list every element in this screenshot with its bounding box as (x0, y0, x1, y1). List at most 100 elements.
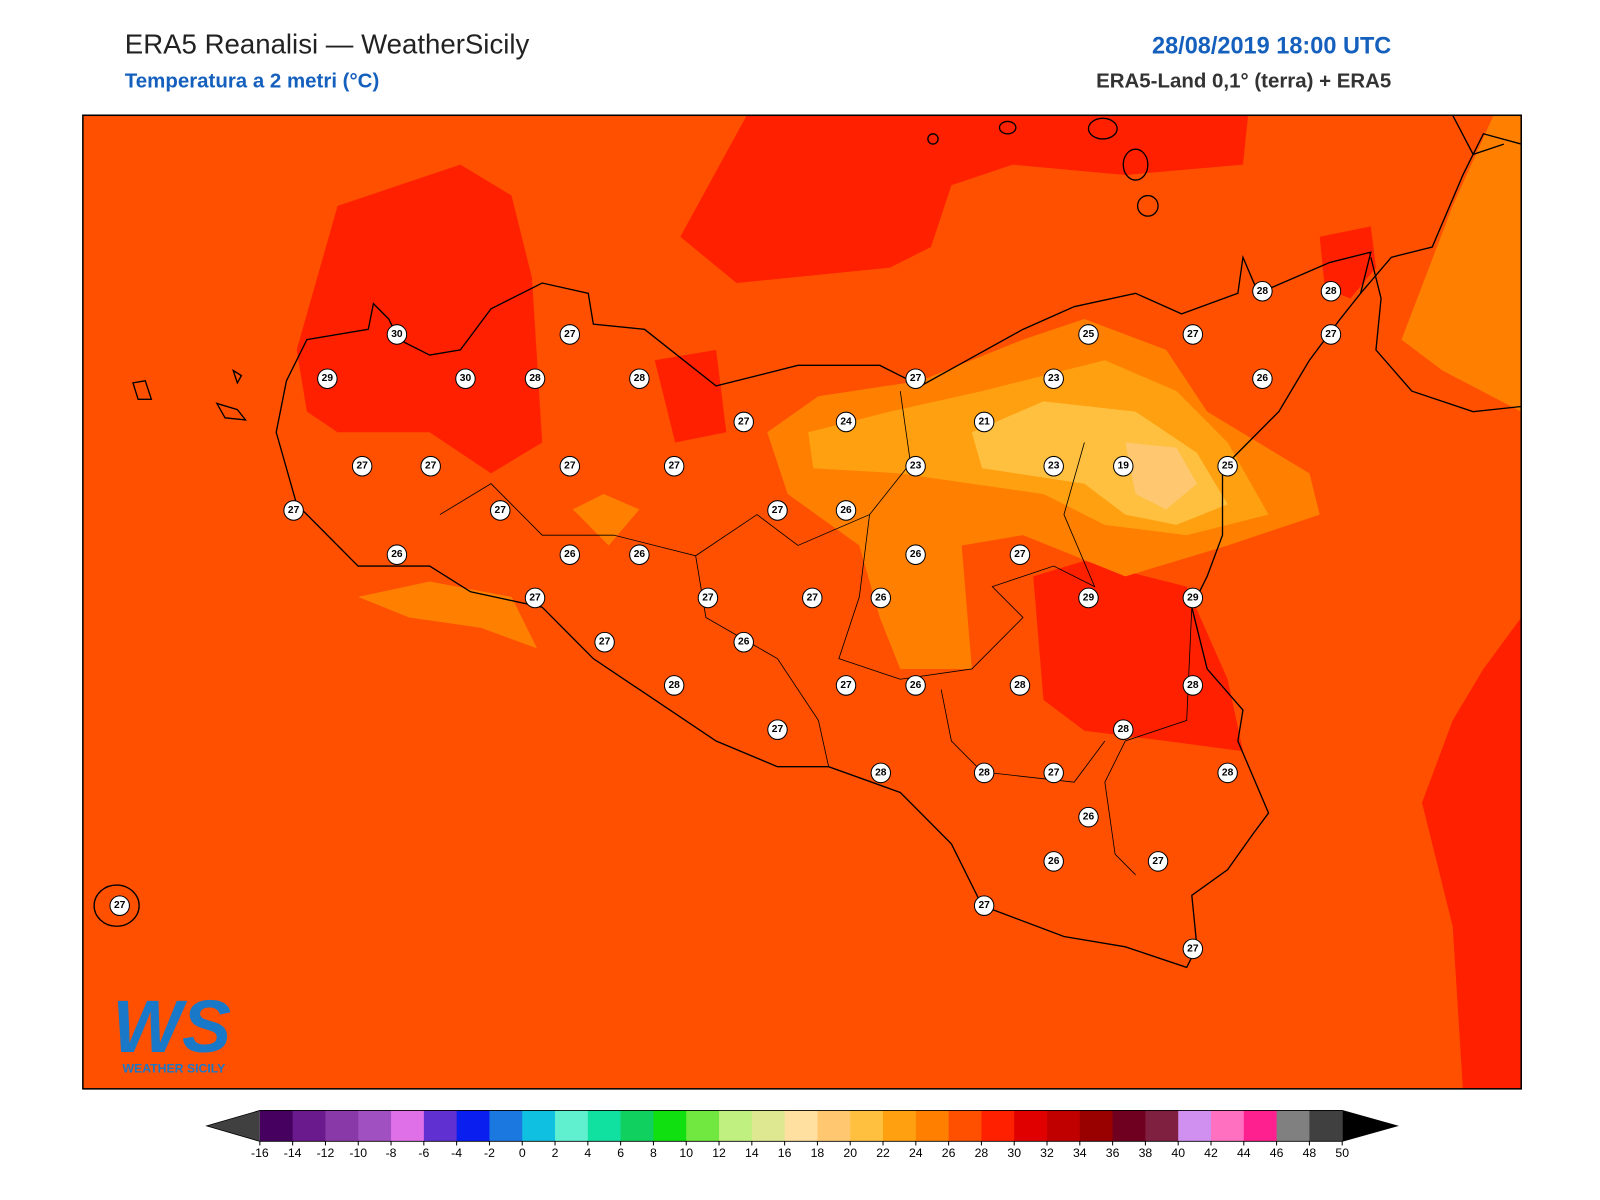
station-marker (870, 762, 892, 784)
station-marker (697, 587, 719, 609)
station-marker (1320, 324, 1342, 345)
station-value: 23 (1048, 461, 1060, 472)
station-marker (1043, 455, 1064, 477)
colorbar-tick-label: -14 (284, 1146, 302, 1160)
colorbar-tick-label: -12 (317, 1146, 335, 1160)
station-marker (1217, 455, 1238, 477)
colorbar-cell (883, 1110, 917, 1142)
station-marker (559, 455, 581, 477)
colorbar-cell (522, 1110, 556, 1142)
station-value: 27 (1152, 856, 1164, 867)
colorbar-cell (653, 1110, 687, 1142)
station-value: 29 (1187, 592, 1199, 603)
colorbar-cell (1014, 1110, 1048, 1142)
colorbar-tick-label: 16 (778, 1146, 792, 1160)
colorbar-cell (1211, 1110, 1245, 1142)
colorbar-cell (259, 1110, 294, 1142)
station-value: 27 (529, 592, 541, 603)
station-value: 26 (634, 549, 646, 560)
station-value: 25 (1083, 329, 1095, 340)
station-marker (663, 455, 685, 477)
station-value: 27 (288, 505, 300, 516)
station-marker (1182, 324, 1204, 345)
station-value: 28 (1014, 680, 1026, 691)
station-value: 19 (1118, 461, 1130, 472)
colorbar-cell (1145, 1110, 1179, 1142)
colorbar-tick-label: 46 (1270, 1146, 1284, 1160)
station-value: 26 (1048, 856, 1060, 867)
station-value: 30 (460, 373, 472, 384)
station-value: 28 (1257, 286, 1269, 297)
station-value: 28 (668, 680, 680, 691)
station-value: 23 (910, 461, 922, 472)
station-value: 30 (391, 329, 403, 340)
colorbar-cell (456, 1110, 490, 1142)
colorbar-cell (1178, 1110, 1212, 1142)
station-value: 27 (772, 505, 784, 516)
station-value: 27 (564, 461, 576, 472)
colorbar-cell (915, 1110, 950, 1142)
station-value: 24 (840, 416, 852, 427)
station-marker (973, 895, 995, 916)
station-value: 26 (1257, 373, 1269, 384)
colorbar-over (1342, 1110, 1398, 1142)
colorbar-tick-label: 6 (617, 1146, 624, 1160)
station-value: 28 (1118, 724, 1130, 735)
station-marker (835, 500, 857, 521)
station-value: 27 (668, 461, 680, 472)
colorbar-cell (850, 1110, 884, 1142)
station-marker (905, 368, 926, 390)
colorbar: -16 -14 -12 -10 -8 -6 -4 -2 0 2 4 6 8 10 12 14 16 18 20 22 2… (205, 1110, 1399, 1160)
colorbar-cell (817, 1110, 851, 1142)
colorbar-tick-label: 50 (1335, 1146, 1349, 1160)
station-value: 29 (1083, 592, 1095, 603)
station-value: 26 (1083, 812, 1095, 823)
station-value: 26 (875, 592, 887, 603)
colorbar-tick-label: -2 (484, 1146, 495, 1160)
colorbar-cell (325, 1110, 359, 1142)
station-marker (905, 544, 926, 566)
colorbar-cell (1079, 1110, 1114, 1142)
station-marker (1147, 851, 1169, 872)
station-marker (870, 587, 892, 609)
station-value: 29 (322, 373, 334, 384)
colorbar-tick-label: 48 (1303, 1146, 1317, 1160)
colorbar-cell (981, 1110, 1015, 1142)
station-marker (1252, 280, 1273, 302)
colorbar-tick-label: 18 (811, 1146, 825, 1160)
temperature-field (82, 115, 1522, 1089)
colorbar-cell (587, 1110, 622, 1142)
station-value: 27 (772, 724, 784, 735)
station-marker (1320, 280, 1342, 302)
station-marker (386, 544, 408, 566)
station-marker (973, 762, 995, 784)
station-marker (559, 324, 581, 345)
station-marker (594, 631, 615, 653)
station-marker (386, 324, 408, 345)
station-marker (1182, 938, 1204, 960)
station-value: 25 (1222, 461, 1234, 472)
colorbar-tick-label: -6 (418, 1146, 429, 1160)
colorbar-cell (555, 1110, 589, 1142)
stations: 30 27 29 30 28 28 27 24 27 25 27 28 28 27 23 26 21 27 27 27… (109, 280, 1342, 960)
station-value: 27 (564, 329, 576, 340)
station-marker (490, 500, 511, 521)
station-value: 27 (840, 680, 852, 691)
station-marker (317, 368, 338, 390)
colorbar-cell (358, 1110, 392, 1142)
station-marker (1252, 368, 1273, 390)
colorbar-cell (292, 1110, 326, 1142)
colorbar-cell (948, 1110, 982, 1142)
station-marker (109, 895, 130, 916)
station-marker (802, 587, 823, 609)
station-value: 27 (425, 461, 437, 472)
station-marker (767, 719, 788, 740)
colorbar-cell (751, 1110, 786, 1142)
station-value: 27 (1048, 767, 1060, 778)
station-marker (420, 455, 441, 477)
title: ERA5 Reanalisi — WeatherSicily (125, 28, 530, 59)
station-marker (905, 675, 926, 696)
station-marker (1182, 587, 1204, 609)
station-marker (767, 500, 788, 521)
